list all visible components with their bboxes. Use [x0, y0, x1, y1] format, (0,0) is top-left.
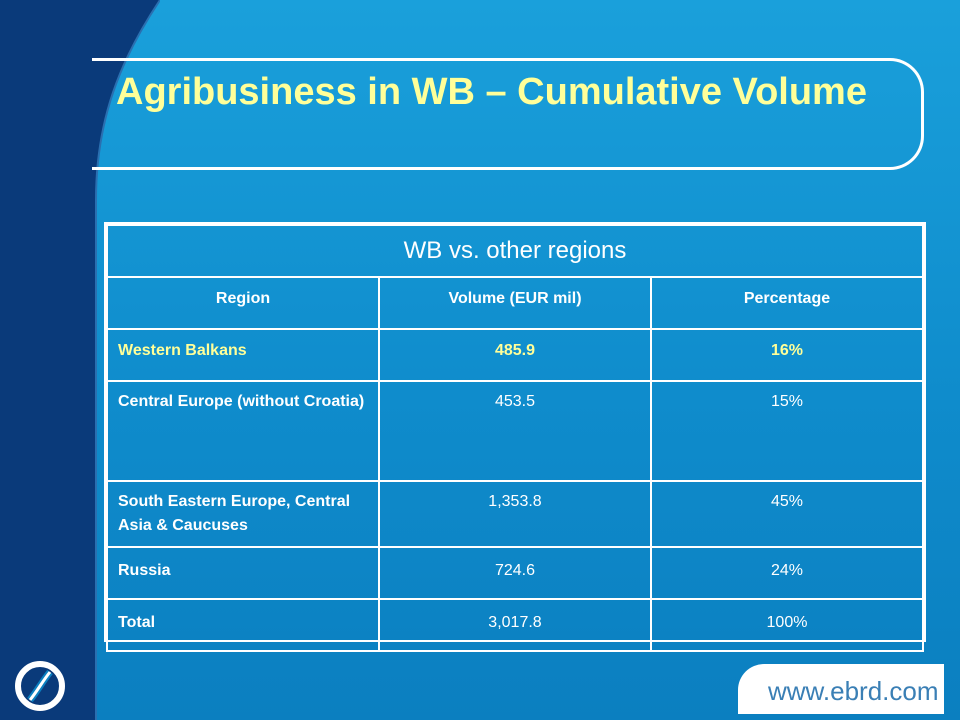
header-region: Region: [106, 276, 380, 330]
cell-region: Russia: [106, 546, 380, 600]
header-percentage: Percentage: [650, 276, 924, 330]
cell-volume: 453.5: [378, 380, 652, 482]
table-row: Central Europe (without Croatia) 453.5 1…: [106, 380, 924, 482]
cell-percentage: 24%: [650, 546, 924, 600]
cell-percentage: 45%: [650, 480, 924, 548]
table-row: South Eastern Europe, Central Asia & Cau…: [106, 480, 924, 548]
slide-title: Agribusiness in WB – Cumulative Volume: [116, 71, 867, 113]
website-banner: www.ebrd.com: [738, 664, 944, 714]
cell-region: Western Balkans: [106, 328, 380, 382]
table-row: Western Balkans 485.9 16%: [106, 328, 924, 382]
title-frame: [92, 58, 924, 170]
cell-percentage: 16%: [650, 328, 924, 382]
website-link[interactable]: www.ebrd.com: [768, 676, 939, 706]
cell-volume: 724.6: [378, 546, 652, 600]
table-row: Russia 724.6 24%: [106, 546, 924, 600]
cell-region: Total: [106, 598, 380, 652]
cell-volume: 1,353.8: [378, 480, 652, 548]
cell-percentage: 15%: [650, 380, 924, 482]
table-row: Total 3,017.8 100%: [106, 598, 924, 652]
cell-volume: 485.9: [378, 328, 652, 382]
left-decorative-band: [0, 0, 160, 720]
cell-percentage: 100%: [650, 598, 924, 652]
data-table: WB vs. other regions Region Volume (EUR …: [104, 222, 926, 652]
ebrd-logo-icon: [14, 660, 66, 712]
table-caption: WB vs. other regions: [106, 224, 924, 278]
cell-volume: 3,017.8: [378, 598, 652, 652]
header-volume: Volume (EUR mil): [378, 276, 652, 330]
cell-region: South Eastern Europe, Central Asia & Cau…: [106, 480, 380, 548]
cell-region: Central Europe (without Croatia): [106, 380, 380, 482]
